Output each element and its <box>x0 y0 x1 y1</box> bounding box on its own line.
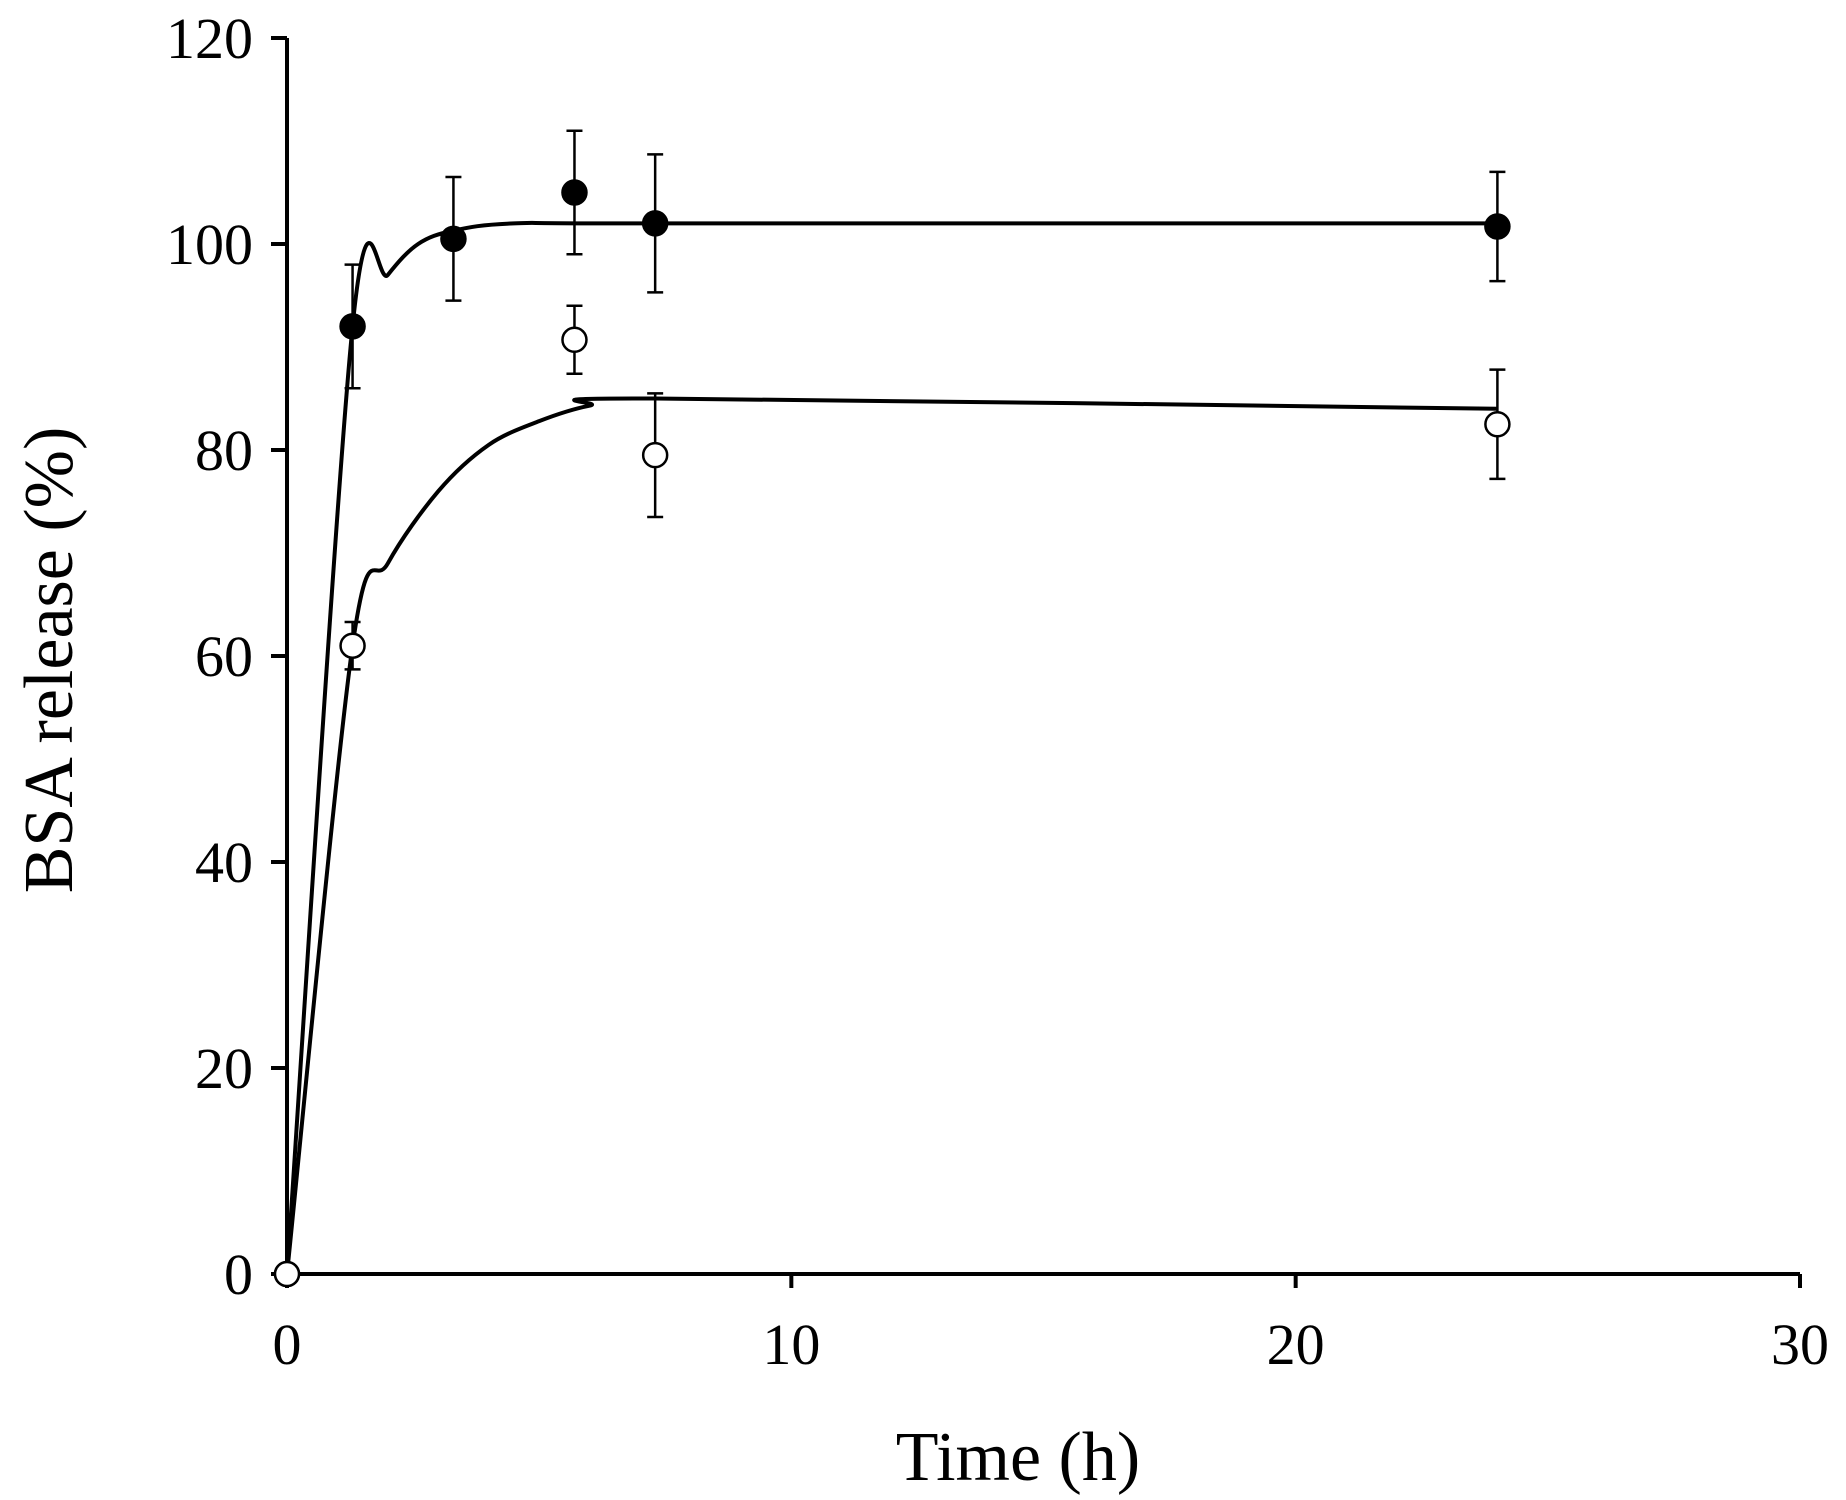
fit-lines <box>285 220 1498 1275</box>
fit-line-open <box>285 396 1498 1275</box>
data-point-filled <box>561 179 588 206</box>
data-point-open <box>1484 411 1511 438</box>
x-tick-label: 20 <box>1267 1312 1325 1377</box>
x-tick-label: 30 <box>1771 1312 1829 1377</box>
data-point-filled <box>641 210 669 237</box>
data-point-open <box>561 326 588 354</box>
y-tick-label: 60 <box>195 624 253 689</box>
x-ticks: 0 10 20 30 <box>273 1274 1829 1377</box>
y-tick-label: 100 <box>166 212 253 277</box>
y-axis-title: BSA release (%) <box>11 427 88 894</box>
x-axis-title: Time (h) <box>896 1419 1140 1496</box>
y-tick-label: 120 <box>166 6 253 71</box>
y-tick-label: 40 <box>195 830 253 895</box>
y-tick-label: 0 <box>224 1242 253 1307</box>
fit-line-filled <box>285 220 1498 1275</box>
data-points <box>273 179 1511 1288</box>
data-point-open <box>641 441 669 469</box>
x-tick-label: 0 <box>273 1312 302 1377</box>
x-tick-label: 10 <box>762 1312 820 1377</box>
data-point-filled <box>339 313 366 340</box>
data-point-open <box>339 632 366 659</box>
y-ticks: 0 20 40 60 80 100 120 <box>166 6 287 1307</box>
y-tick-label: 20 <box>195 1036 253 1101</box>
y-tick-label: 80 <box>195 418 253 483</box>
data-point-open <box>273 1260 301 1288</box>
data-point-filled <box>440 225 467 253</box>
data-point-filled <box>1484 213 1511 240</box>
